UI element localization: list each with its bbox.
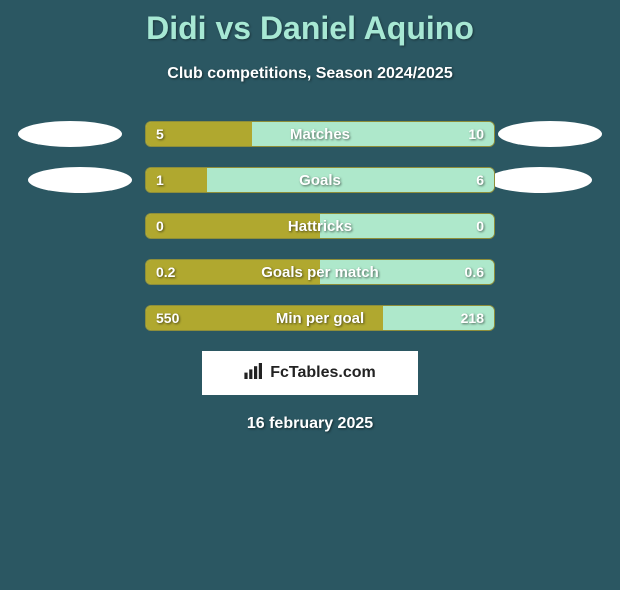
comparison-row: 550218Min per goal: [10, 305, 610, 335]
comparison-row: 510Matches: [10, 121, 610, 151]
player-avatar-left: [28, 167, 132, 193]
stat-bar-right-fill: [207, 168, 494, 192]
brand-footer[interactable]: FcTables.com: [202, 351, 418, 395]
stat-bar-right-fill: [320, 260, 494, 284]
brand-label: FcTables.com: [270, 364, 376, 382]
subtitle: Club competitions, Season 2024/2025: [0, 65, 620, 83]
stat-bar-left-fill: [146, 214, 320, 238]
comparison-row: 00Hattricks: [10, 213, 610, 243]
stat-bar-left-fill: [146, 168, 207, 192]
stat-bar-right-fill: [383, 306, 494, 330]
player-avatar-right: [488, 167, 592, 193]
chart-icon: [244, 363, 264, 384]
comparison-row: 16Goals: [10, 167, 610, 197]
player-avatar-right: [498, 121, 602, 147]
stat-bar: 510Matches: [145, 121, 495, 147]
stat-bar-left-fill: [146, 260, 320, 284]
comparison-rows: 510Matches 16Goals 00Hattricks 0.20.6Goals …: [0, 121, 620, 335]
stat-bar: 16Goals: [145, 167, 495, 193]
stat-bar-right-fill: [320, 214, 494, 238]
stat-bar-left-fill: [146, 306, 383, 330]
player-avatar-left: [18, 121, 122, 147]
stat-bar-left-fill: [146, 122, 252, 146]
page-title: Didi vs Daniel Aquino: [0, 10, 620, 47]
comparison-row: 0.20.6Goals per match: [10, 259, 610, 289]
stat-bar: 0.20.6Goals per match: [145, 259, 495, 285]
footer-date: 16 february 2025: [0, 415, 620, 433]
stat-bar: 550218Min per goal: [145, 305, 495, 331]
stat-bar-right-fill: [252, 122, 494, 146]
stat-bar: 00Hattricks: [145, 213, 495, 239]
